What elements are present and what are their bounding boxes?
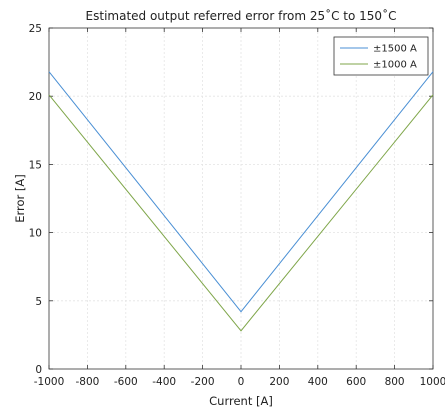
y-tick-label: 15	[29, 159, 42, 171]
x-tick-label: -600	[114, 376, 138, 388]
y-tick-label: 20	[29, 91, 42, 103]
x-tick-label: -400	[152, 376, 176, 388]
x-tick-label: 800	[385, 376, 405, 388]
legend-label: ±1000 A	[373, 60, 417, 71]
x-tick-label: -1000	[34, 376, 65, 388]
x-tick-label: 0	[238, 376, 245, 388]
x-tick-label: 1000	[420, 376, 445, 388]
series-line-1	[48, 71, 434, 313]
x-tick-label: -800	[75, 376, 99, 388]
grid	[49, 28, 433, 369]
x-tick-label: 400	[308, 376, 328, 388]
y-tick-label: 5	[35, 296, 42, 308]
ticks: -1000 -800 -600 -400 -200 0 200 400 600 800 1000 0 5…	[29, 23, 445, 388]
series-line-2	[48, 94, 434, 332]
series-lines	[48, 71, 434, 332]
x-tick-label: 200	[269, 376, 289, 388]
chart-title: Estimated output referred error from 25˚…	[86, 8, 397, 23]
y-axis-label: Error [A]	[13, 174, 27, 223]
legend-box	[333, 36, 429, 76]
legend-label: ±1500 A	[373, 44, 417, 55]
y-tick-label: 0	[35, 364, 42, 376]
y-tick-label: 10	[29, 228, 42, 240]
legend: ±1500 A ±1000 A	[333, 36, 429, 76]
x-tick-label: -200	[191, 376, 215, 388]
x-axis-label: Current [A]	[209, 394, 273, 408]
x-tick-label: 600	[346, 376, 366, 388]
y-tick-label: 25	[29, 23, 42, 35]
